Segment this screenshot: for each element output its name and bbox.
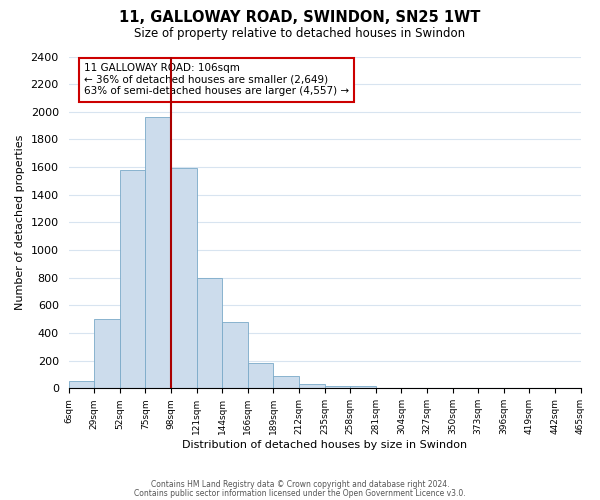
Bar xyxy=(120,170,145,388)
Bar xyxy=(68,382,94,388)
Bar xyxy=(325,386,350,388)
Bar xyxy=(299,384,325,388)
Text: Contains HM Land Registry data © Crown copyright and database right 2024.: Contains HM Land Registry data © Crown c… xyxy=(151,480,449,489)
Bar xyxy=(145,118,171,388)
Text: Size of property relative to detached houses in Swindon: Size of property relative to detached ho… xyxy=(134,28,466,40)
X-axis label: Distribution of detached houses by size in Swindon: Distribution of detached houses by size … xyxy=(182,440,467,450)
Bar xyxy=(222,322,248,388)
Text: 11, GALLOWAY ROAD, SWINDON, SN25 1WT: 11, GALLOWAY ROAD, SWINDON, SN25 1WT xyxy=(119,10,481,25)
Text: 11 GALLOWAY ROAD: 106sqm
← 36% of detached houses are smaller (2,649)
63% of sem: 11 GALLOWAY ROAD: 106sqm ← 36% of detach… xyxy=(84,63,349,96)
Bar xyxy=(274,376,299,388)
Text: Contains public sector information licensed under the Open Government Licence v3: Contains public sector information licen… xyxy=(134,488,466,498)
Bar xyxy=(197,278,222,388)
Bar xyxy=(248,363,274,388)
Bar xyxy=(350,386,376,388)
Bar xyxy=(171,168,197,388)
Y-axis label: Number of detached properties: Number of detached properties xyxy=(15,134,25,310)
Bar xyxy=(94,319,120,388)
